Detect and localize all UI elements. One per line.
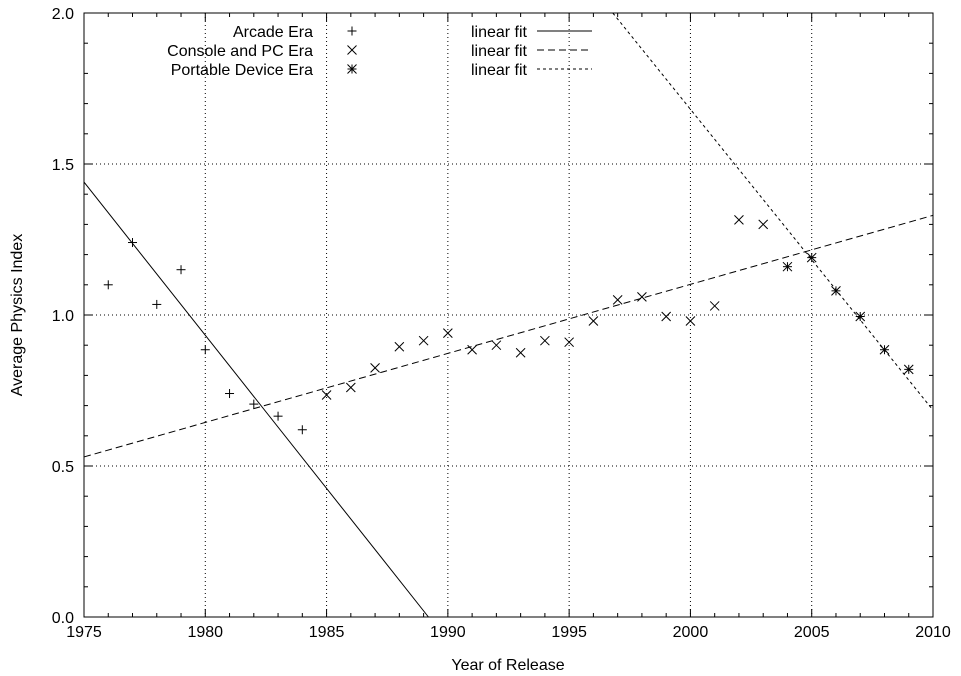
legend-fit-label: linear fit <box>471 62 528 79</box>
point-star <box>855 311 866 322</box>
point-plus <box>225 389 235 399</box>
legend-fit-label: linear fit <box>471 24 528 41</box>
legend-series-marker <box>347 26 357 36</box>
point-plus <box>152 299 162 309</box>
y-tick-label: 1.0 <box>52 308 74 325</box>
point-plus <box>273 411 283 421</box>
point-cross <box>685 316 696 326</box>
point-cross <box>394 341 405 352</box>
point-cross <box>540 335 550 346</box>
x-tick-label: 1980 <box>187 624 223 641</box>
y-tick-label: 2.0 <box>52 6 74 23</box>
point-cross <box>588 316 599 326</box>
point-cross <box>321 390 332 400</box>
point-plus <box>249 399 259 409</box>
legend-series-label: Console and PC Era <box>167 43 313 60</box>
y-tick-label: 1.5 <box>52 157 74 174</box>
point-cross <box>467 344 477 355</box>
legend-series-label: Portable Device Era <box>171 62 313 79</box>
point-star <box>831 285 841 296</box>
x-tick-label: 1990 <box>430 624 466 641</box>
point-plus <box>176 265 186 275</box>
x-tick-label: 1975 <box>66 624 102 641</box>
y-axis-label: Average Physics Index <box>9 234 26 396</box>
point-star <box>903 364 914 375</box>
point-star <box>879 344 890 355</box>
point-plus <box>128 238 138 248</box>
point-cross <box>661 311 672 322</box>
fit-line-3 <box>612 12 934 411</box>
point-cross <box>443 328 453 338</box>
y-tick-label: 0.5 <box>52 459 74 476</box>
point-cross <box>564 337 574 348</box>
point-plus <box>297 425 307 435</box>
fit-lines <box>83 12 934 618</box>
y-tick-label: 0.0 <box>52 610 74 627</box>
point-cross <box>515 347 526 358</box>
x-tick-label: 2010 <box>915 624 951 641</box>
point-cross <box>612 295 623 305</box>
grid <box>84 13 933 617</box>
fit-line-2 <box>83 214 934 458</box>
legend-series-label: Arcade Era <box>233 24 313 41</box>
point-cross <box>491 340 502 351</box>
point-cross <box>709 301 720 311</box>
point-plus <box>103 280 113 290</box>
point-cross <box>370 362 380 373</box>
point-cross <box>734 215 744 225</box>
x-tick-label: 2000 <box>673 624 709 641</box>
x-tick-label: 2005 <box>794 624 830 641</box>
legend-series-marker <box>347 64 357 74</box>
point-star <box>806 252 817 263</box>
axis-ticks: 1975 1980 1985 1990 1995 2000 2005 2010 0.0 0.5 1.… <box>52 6 951 641</box>
x-tick-label: 1985 <box>309 624 345 641</box>
x-tick-label: 1995 <box>551 624 587 641</box>
point-cross <box>345 382 356 393</box>
legend-series-marker <box>347 45 357 55</box>
legend: Arcade Era Console and PC Era Portable Dev… <box>167 24 592 79</box>
legend-fit-label: linear fit <box>471 43 528 60</box>
point-plus <box>200 345 210 355</box>
point-cross <box>418 335 429 346</box>
point-cross <box>637 292 647 302</box>
point-star <box>782 261 793 272</box>
point-cross <box>758 219 769 230</box>
data-points <box>103 215 914 435</box>
x-axis-label: Year of Release <box>451 657 564 674</box>
fit-line-1 <box>83 181 429 618</box>
